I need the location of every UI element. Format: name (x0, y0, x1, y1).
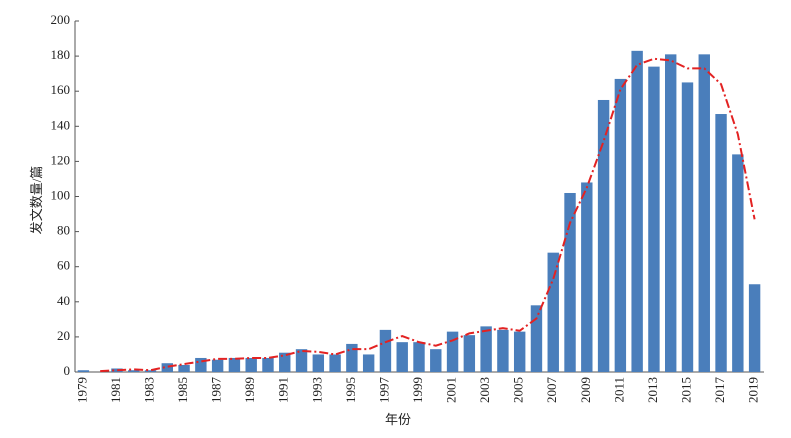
x-tick-label: 1983 (141, 377, 156, 403)
x-tick-label: 1987 (209, 377, 224, 404)
y-tick-label: 20 (57, 328, 70, 343)
x-tick-label: 2007 (544, 377, 559, 404)
bar (732, 154, 744, 372)
bar (178, 364, 190, 372)
bar (77, 370, 90, 372)
bar (480, 326, 492, 372)
x-tick-label: 1993 (309, 377, 324, 403)
bar (346, 343, 358, 372)
bar (262, 357, 274, 372)
x-tick-label: 1985 (175, 377, 190, 403)
bar (698, 54, 710, 372)
x-tick-label: 1991 (276, 377, 291, 403)
x-tick-label: 2019 (746, 377, 761, 403)
bar (295, 349, 308, 372)
bar (597, 99, 610, 372)
bar (413, 342, 425, 372)
bar (547, 252, 559, 372)
x-tick-label: 2013 (645, 377, 660, 403)
bar (614, 78, 627, 372)
x-tick-label: 1981 (108, 377, 123, 403)
x-tick-label: 1979 (74, 377, 89, 403)
y-tick-label: 200 (51, 12, 71, 27)
x-tick-label: 2001 (444, 377, 459, 403)
bar (329, 354, 341, 372)
y-tick-label: 80 (57, 223, 70, 238)
y-tick-label: 160 (51, 82, 71, 97)
bar (581, 182, 593, 372)
y-tick-label: 40 (57, 293, 70, 308)
bar (228, 357, 241, 372)
bar (279, 352, 291, 372)
bar (362, 354, 375, 372)
bar (396, 342, 408, 372)
x-tick-label: 2009 (578, 377, 593, 403)
x-tick-label: 1995 (343, 377, 358, 403)
bar (648, 66, 660, 372)
bar (631, 50, 643, 373)
trend-line (100, 57, 756, 373)
bar (530, 305, 543, 372)
bar (144, 370, 157, 372)
bar (681, 82, 694, 373)
x-axis-label: 年份 (385, 412, 411, 427)
x-tick-label: 1997 (376, 377, 391, 404)
bar (211, 359, 224, 372)
bar (111, 368, 123, 372)
y-axis-label: 发文数量/篇 (29, 166, 44, 235)
bar (161, 363, 173, 372)
bar (312, 354, 325, 372)
bar (463, 335, 476, 372)
bar (379, 329, 392, 372)
y-tick-label: 120 (51, 152, 71, 167)
bar (497, 329, 509, 372)
x-tick-label: 2011 (611, 377, 626, 403)
bar (128, 370, 140, 372)
x-tick-label: 1999 (410, 377, 425, 403)
bar (446, 331, 459, 372)
bar (715, 114, 727, 372)
x-tick-label: 2017 (712, 377, 727, 404)
y-tick-label: 140 (51, 117, 71, 132)
x-tick-label: 2005 (511, 377, 526, 403)
bar (513, 331, 526, 372)
y-tick-label: 60 (57, 258, 70, 273)
bar (665, 54, 677, 372)
bar (564, 192, 576, 372)
bar (748, 284, 761, 372)
y-tick-label: 180 (51, 47, 71, 62)
x-tick-label: 1989 (242, 377, 257, 403)
y-tick-label: 0 (64, 363, 71, 378)
x-tick-label: 2015 (678, 377, 693, 403)
bar (245, 357, 257, 372)
bar (195, 357, 207, 372)
x-tick-label: 2003 (477, 377, 492, 403)
bar (430, 349, 442, 372)
y-tick-label: 100 (51, 187, 71, 202)
